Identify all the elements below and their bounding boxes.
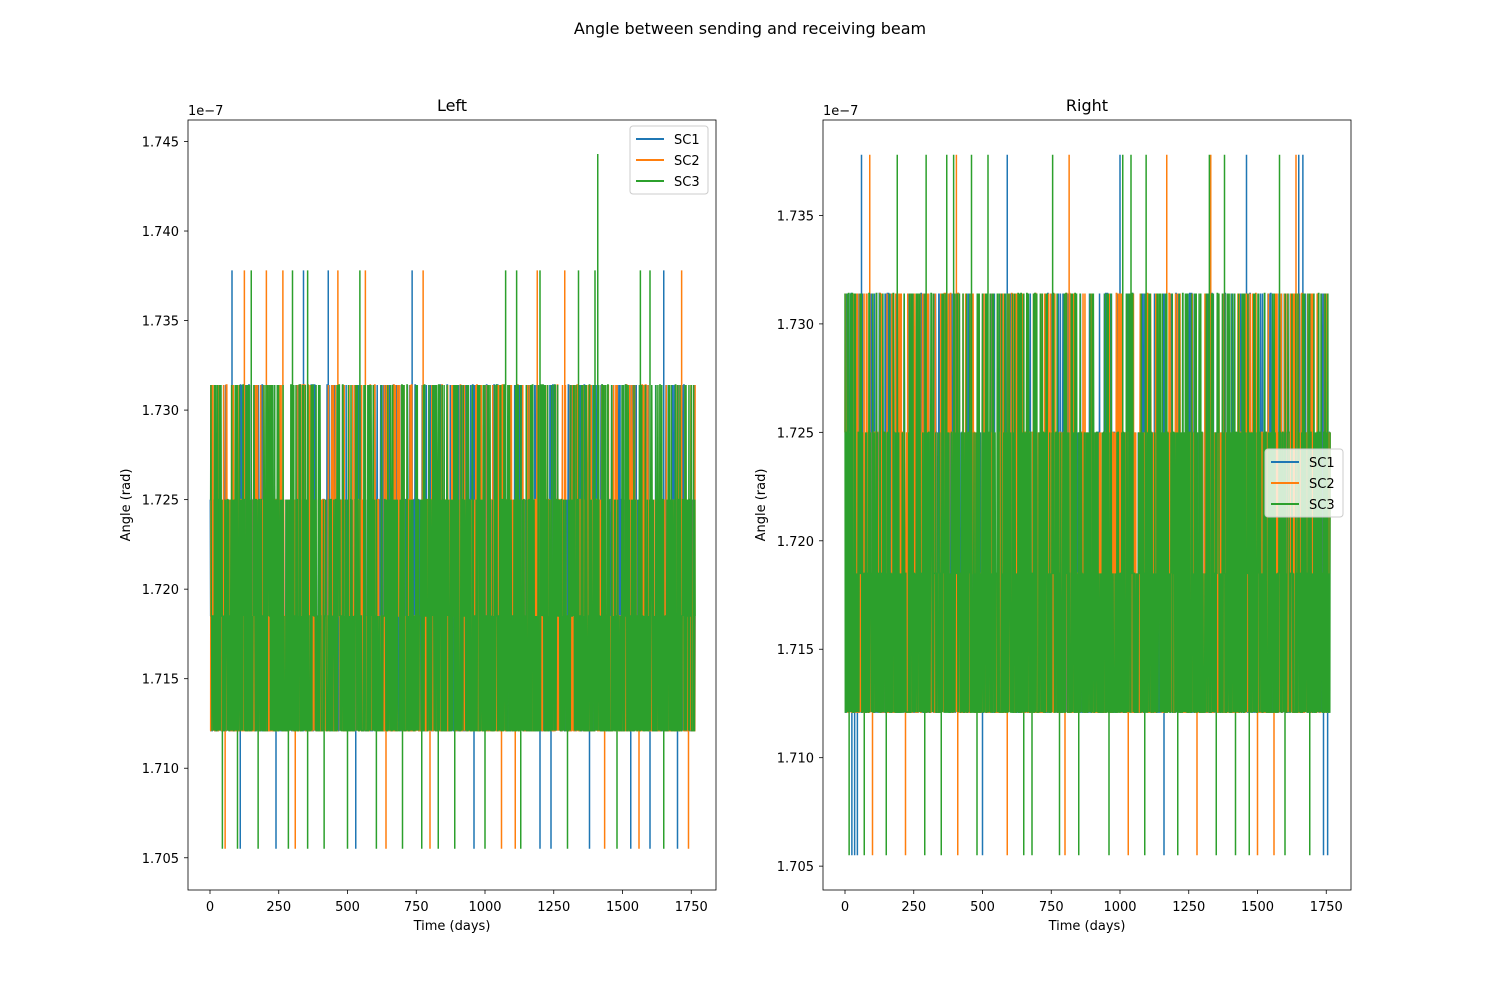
x-tick-label: 500 (970, 900, 995, 915)
y-tick-label: 1.710 (142, 762, 179, 777)
axes-frame (822, 119, 1352, 891)
subplot-title: Right (1066, 96, 1108, 115)
plot-area (844, 154, 1331, 856)
legend: SC1 SC2 SC3 (629, 125, 709, 195)
legend-label-sc2: SC2 (674, 154, 700, 169)
x-tick-label: 250 (266, 900, 291, 915)
y-tick-label: 1.735 (777, 209, 814, 224)
y-tick-label: 1.735 (142, 315, 179, 330)
subplot-title: Left (437, 96, 467, 115)
x-tick-label: 1500 (606, 900, 639, 915)
figure-suptitle: Angle between sending and receiving beam (574, 19, 926, 38)
x-tick-label: 1000 (468, 900, 501, 915)
x-tick-label: 1750 (675, 900, 708, 915)
y-tick-label: 1.705 (777, 860, 814, 875)
y-tick-label: 1.715 (777, 643, 814, 658)
y-tick-label: 1.730 (142, 404, 179, 419)
y-axis-label: Angle (rad) (119, 469, 134, 542)
y-offset-label: 1e−7 (188, 104, 223, 119)
left-subplot: 0 250 500 750 1000 1250 1500 1750 1.705 1.710 1.71… (119, 96, 717, 934)
y-tick-label: 1.720 (142, 583, 179, 598)
legend-label-sc1: SC1 (674, 133, 700, 148)
y-tick-label: 1.705 (142, 852, 179, 867)
plot-area (209, 154, 696, 849)
x-tick-label: 1250 (1172, 900, 1205, 915)
y-tick-label: 1.710 (777, 752, 814, 767)
x-tick-label: 0 (206, 900, 214, 915)
legend-label-sc3: SC3 (1309, 498, 1335, 513)
series-line-sc3 (844, 154, 1331, 856)
y-tick-label: 1.730 (777, 318, 814, 333)
x-tick-label: 750 (404, 900, 429, 915)
x-tick-label: 250 (901, 900, 926, 915)
y-tick-label: 1.715 (142, 673, 179, 688)
x-tick-label: 1250 (537, 900, 570, 915)
y-tick-label: 1.725 (142, 494, 179, 509)
x-tick-label: 1500 (1241, 900, 1274, 915)
x-tick-label: 0 (841, 900, 849, 915)
series-line-sc3 (209, 154, 696, 849)
legend-box (1264, 448, 1344, 518)
y-tick-label: 1.740 (142, 225, 179, 240)
x-tick-label: 1750 (1310, 900, 1343, 915)
x-axis-label: Time (days) (413, 919, 491, 934)
x-tick-label: 1000 (1103, 900, 1136, 915)
x-axis-label: Time (days) (1048, 919, 1126, 934)
y-axis-label: Angle (rad) (754, 469, 769, 542)
x-tick-label: 750 (1039, 900, 1064, 915)
y-tick-label: 1.725 (777, 426, 814, 441)
y-tick-label: 1.720 (777, 535, 814, 550)
legend-box (629, 125, 709, 195)
legend-label-sc2: SC2 (1309, 477, 1335, 492)
x-tick-label: 500 (335, 900, 360, 915)
y-offset-label: 1e−7 (823, 104, 858, 119)
right-subplot: 0 250 500 750 1000 1250 1500 1750 1.705 1.710 1.71… (754, 96, 1352, 934)
y-tick-label: 1.745 (142, 135, 179, 150)
axes-frame (187, 119, 717, 891)
legend-label-sc3: SC3 (674, 175, 700, 190)
legend: SC1 SC2 SC3 (1264, 448, 1344, 518)
legend-label-sc1: SC1 (1309, 456, 1335, 471)
